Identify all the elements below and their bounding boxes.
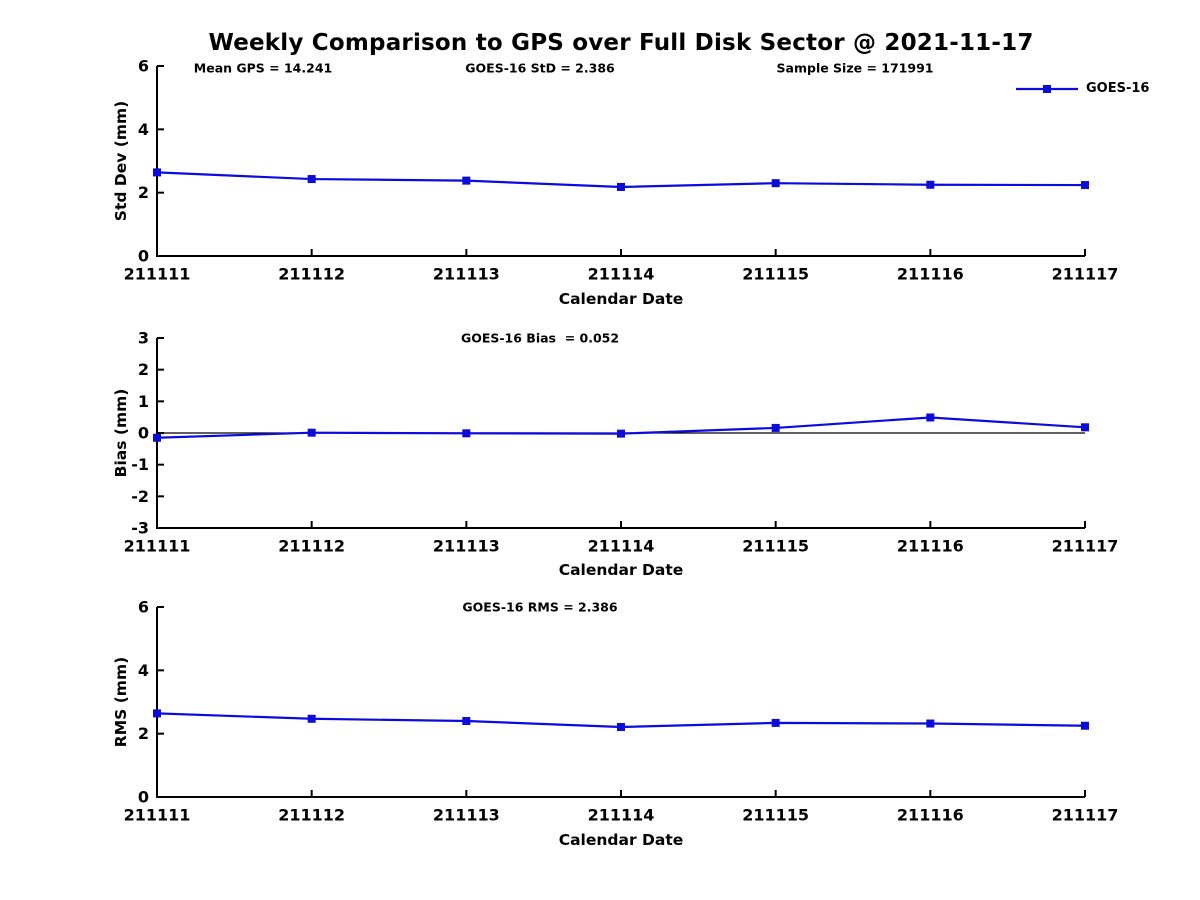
x-axis-tick-label: 211111 xyxy=(124,806,191,825)
x-axis-tick-label: 211112 xyxy=(278,265,345,284)
y-axis-label-stddev: Std Dev (mm) xyxy=(112,100,130,222)
x-axis-tick-label: 211114 xyxy=(588,806,655,825)
chart-title: Weekly Comparison to GPS over Full Disk … xyxy=(208,30,1034,56)
x-axis-tick-label: 211114 xyxy=(588,265,655,284)
data-point-marker xyxy=(617,182,625,191)
annotation-mean-gps: Mean GPS = 14.241 xyxy=(193,60,333,76)
data-point-marker xyxy=(153,709,161,718)
annotation-goes16-std: GOES-16 StD = 2.386 xyxy=(465,60,615,76)
y-axis-tick-label: -3 xyxy=(131,519,149,538)
data-point-marker xyxy=(462,176,471,185)
data-point-marker xyxy=(771,718,780,727)
x-axis-tick-label: 211115 xyxy=(742,806,809,825)
y-axis-tick-label: 2 xyxy=(138,183,149,202)
legend-series-label: GOES-16 xyxy=(1086,81,1150,96)
legend: GOES-16 xyxy=(1015,81,1149,96)
x-axis-label-1: Calendar Date xyxy=(558,290,684,308)
data-point-marker xyxy=(771,423,780,432)
data-point-marker xyxy=(1081,423,1089,432)
data-point-marker xyxy=(153,433,161,442)
y-axis-tick-label: 0 xyxy=(138,424,149,443)
y-axis-tick-label: -2 xyxy=(131,487,149,506)
data-point-marker xyxy=(771,179,780,188)
x-axis-label-3: Calendar Date xyxy=(558,831,684,849)
data-point-marker xyxy=(307,714,316,723)
x-axis-tick-label: 211116 xyxy=(897,265,964,284)
x-axis-tick-label: 211113 xyxy=(433,537,500,556)
y-axis-tick-label: 2 xyxy=(138,724,149,743)
data-point-marker xyxy=(462,717,471,725)
y-axis-label-bias: Bias (mm) xyxy=(112,388,130,478)
x-axis-tick-label: 211114 xyxy=(588,537,655,556)
x-axis-tick-label: 211113 xyxy=(433,806,500,825)
data-point-marker xyxy=(926,413,935,422)
x-axis-tick-label: 211116 xyxy=(897,806,964,825)
y-axis-tick-label: 4 xyxy=(138,661,149,680)
data-point-marker xyxy=(1081,721,1089,730)
data-point-marker xyxy=(153,168,161,177)
y-axis-label-rms: RMS (mm) xyxy=(112,656,130,748)
data-point-marker xyxy=(926,719,935,728)
y-axis-tick-label: -1 xyxy=(131,455,149,474)
annotation-goes16-rms: GOES-16 RMS = 2.386 xyxy=(462,599,618,615)
x-axis-tick-label: 211117 xyxy=(1052,265,1119,284)
data-point-marker xyxy=(926,180,935,189)
data-point-marker xyxy=(1081,181,1089,190)
y-axis-tick-label: 6 xyxy=(138,598,149,617)
x-axis-tick-label: 211117 xyxy=(1052,537,1119,556)
y-axis-tick-label: 2 xyxy=(138,360,149,379)
x-axis-label-2: Calendar Date xyxy=(558,561,684,579)
x-axis-tick-label: 211111 xyxy=(124,265,191,284)
data-point-marker xyxy=(462,429,471,438)
annotation-sample-size: Sample Size = 171991 xyxy=(776,60,934,76)
x-axis-tick-label: 211117 xyxy=(1052,806,1119,825)
data-point-marker xyxy=(617,429,625,438)
data-point-marker xyxy=(307,428,316,437)
x-axis-tick-label: 211113 xyxy=(433,265,500,284)
y-axis-tick-label: 0 xyxy=(138,788,149,807)
legend-line-marker-icon xyxy=(1016,84,1078,93)
x-axis-tick-label: 211116 xyxy=(897,537,964,556)
y-axis-tick-label: 3 xyxy=(138,329,149,348)
y-axis-tick-label: 0 xyxy=(138,247,149,266)
y-axis-tick-label: 6 xyxy=(138,57,149,76)
x-axis-tick-label: 211115 xyxy=(742,537,809,556)
x-axis-tick-label: 211112 xyxy=(278,806,345,825)
y-axis-tick-label: 1 xyxy=(138,392,149,411)
y-axis-tick-label: 4 xyxy=(138,120,149,139)
x-axis-tick-label: 211115 xyxy=(742,265,809,284)
x-axis-tick-label: 211111 xyxy=(124,537,191,556)
data-point-marker xyxy=(617,723,625,732)
data-point-marker xyxy=(307,175,316,184)
x-axis-tick-label: 211112 xyxy=(278,537,345,556)
annotation-goes16-bias: GOES-16 Bias = 0.052 xyxy=(460,330,620,346)
